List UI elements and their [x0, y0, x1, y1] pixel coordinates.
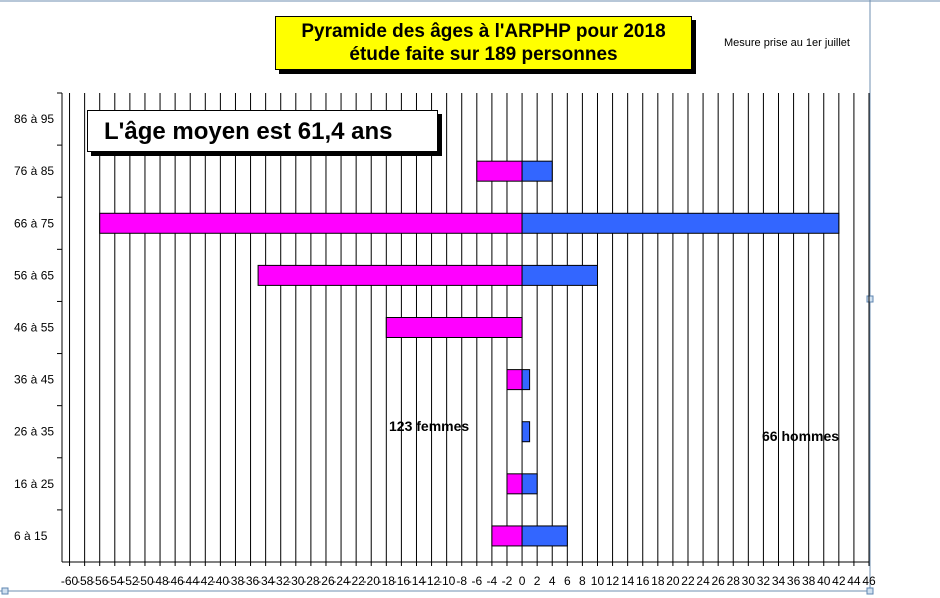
y-tick-label: 16 à 25: [14, 477, 54, 491]
x-tick-label: 6: [564, 574, 571, 588]
x-tick-label: -42: [197, 574, 215, 588]
x-tick-label: 8: [579, 574, 586, 588]
x-tick-label: 30: [742, 574, 756, 588]
women-bar: [99, 212, 523, 234]
x-tick-label: 40: [817, 574, 831, 588]
x-tick-label: 2: [534, 574, 541, 588]
x-tick-label: -8: [456, 574, 467, 588]
x-tick-label: -36: [242, 574, 260, 588]
x-tick-label: 42: [832, 574, 846, 588]
chart-title: Pyramide des âges à l'ARPHP pour 2018 ét…: [275, 16, 692, 70]
women-bar: [257, 264, 523, 286]
x-tick-label: 44: [847, 574, 861, 588]
x-tick-label: -12: [423, 574, 441, 588]
x-tick-label: -6: [471, 574, 482, 588]
x-tick-label: 24: [696, 574, 710, 588]
x-tick-label: -58: [76, 574, 94, 588]
y-tick-label: 6 à 15: [14, 529, 48, 543]
men-bar: [521, 160, 553, 182]
x-tick-label: 36: [787, 574, 801, 588]
x-tick-label: 26: [711, 574, 725, 588]
men-bar: [521, 264, 598, 286]
average-age-callout: L'âge moyen est 61,4 ans: [87, 110, 438, 152]
men-bar: [521, 369, 531, 391]
x-tick-label: 16: [636, 574, 650, 588]
y-tick-label: 36 à 45: [14, 373, 54, 387]
x-tick-label: 32: [757, 574, 771, 588]
x-tick-label: -54: [106, 574, 124, 588]
x-tick-label: 10: [591, 574, 605, 588]
y-axis-labels: 86 à 95 76 à 85 66 à 75 56 à 65 46 à 55 36 à …: [14, 92, 62, 543]
y-tick-label: 26 à 35: [14, 425, 54, 439]
x-tick-label: 18: [651, 574, 665, 588]
x-tick-label: 4: [549, 574, 556, 588]
x-tick-label: 46: [862, 574, 876, 588]
women-bar: [385, 317, 523, 338]
men-bar: [521, 421, 531, 443]
x-tick-label: -34: [257, 574, 275, 588]
x-tick-label: 28: [727, 574, 741, 588]
men-bar: [521, 473, 538, 495]
x-axis-labels: -60-58-56-54-52-50-48-46-44-42-40-38-36-…: [61, 562, 876, 588]
x-tick-label: -48: [151, 574, 169, 588]
resize-handle-bottom-left[interactable]: [1, 587, 9, 595]
y-tick-label: 86 à 95: [14, 112, 54, 126]
x-tick-label: 14: [621, 574, 635, 588]
chart-title-line1: Pyramide des âges à l'ARPHP pour 2018: [301, 21, 666, 42]
bars: [99, 160, 840, 547]
men-bar: [521, 212, 840, 234]
x-tick-label: 20: [666, 574, 680, 588]
women-bar: [491, 525, 523, 547]
x-tick-label: 0: [519, 574, 526, 588]
x-tick-label: -46: [166, 574, 184, 588]
x-tick-label: -38: [227, 574, 245, 588]
x-tick-label: -18: [378, 574, 396, 588]
x-tick-label: 34: [772, 574, 786, 588]
men-count-label: 66 hommes: [762, 428, 840, 444]
x-tick-label: -24: [332, 574, 350, 588]
measure-note: Mesure prise au 1er juillet: [724, 37, 850, 49]
x-tick-label: -14: [408, 574, 426, 588]
x-tick-label: -28: [302, 574, 320, 588]
x-tick-label: -52: [121, 574, 139, 588]
x-tick-label: -2: [502, 574, 513, 588]
women-bar: [506, 473, 523, 495]
x-tick-label: -56: [91, 574, 109, 588]
x-tick-label: -26: [317, 574, 335, 588]
x-tick-label: 38: [802, 574, 816, 588]
y-tick-label: 76 à 85: [14, 164, 54, 178]
x-tick-label: -44: [182, 574, 200, 588]
x-tick-label: -10: [438, 574, 456, 588]
y-tick-label: 66 à 75: [14, 216, 54, 230]
x-tick-label: 22: [681, 574, 695, 588]
x-tick-label: 12: [606, 574, 620, 588]
plot-area: 86 à 95 76 à 85 66 à 75 56 à 65 46 à 55 36 à …: [14, 92, 876, 588]
x-tick-label: -16: [393, 574, 411, 588]
women-bar: [506, 369, 523, 391]
y-tick-label: 46 à 55: [14, 321, 54, 335]
x-tick-label: -20: [363, 574, 381, 588]
women-count-label: 123 femmes: [389, 418, 470, 434]
x-tick-label: -30: [287, 574, 305, 588]
resize-handle-bottom-right[interactable]: [866, 587, 874, 595]
y-tick-label: 56 à 65: [14, 268, 54, 282]
x-tick-label: -4: [487, 574, 498, 588]
x-tick-label: -32: [272, 574, 290, 588]
resize-handle-right[interactable]: [866, 295, 874, 303]
x-tick-label: -50: [136, 574, 154, 588]
men-bar: [521, 525, 568, 547]
women-bar: [476, 160, 523, 182]
chart-title-line2: étude faite sur 189 personnes: [349, 44, 618, 65]
x-tick-label: -60: [61, 574, 79, 588]
x-tick-label: -40: [212, 574, 230, 588]
x-tick-label: -22: [347, 574, 365, 588]
